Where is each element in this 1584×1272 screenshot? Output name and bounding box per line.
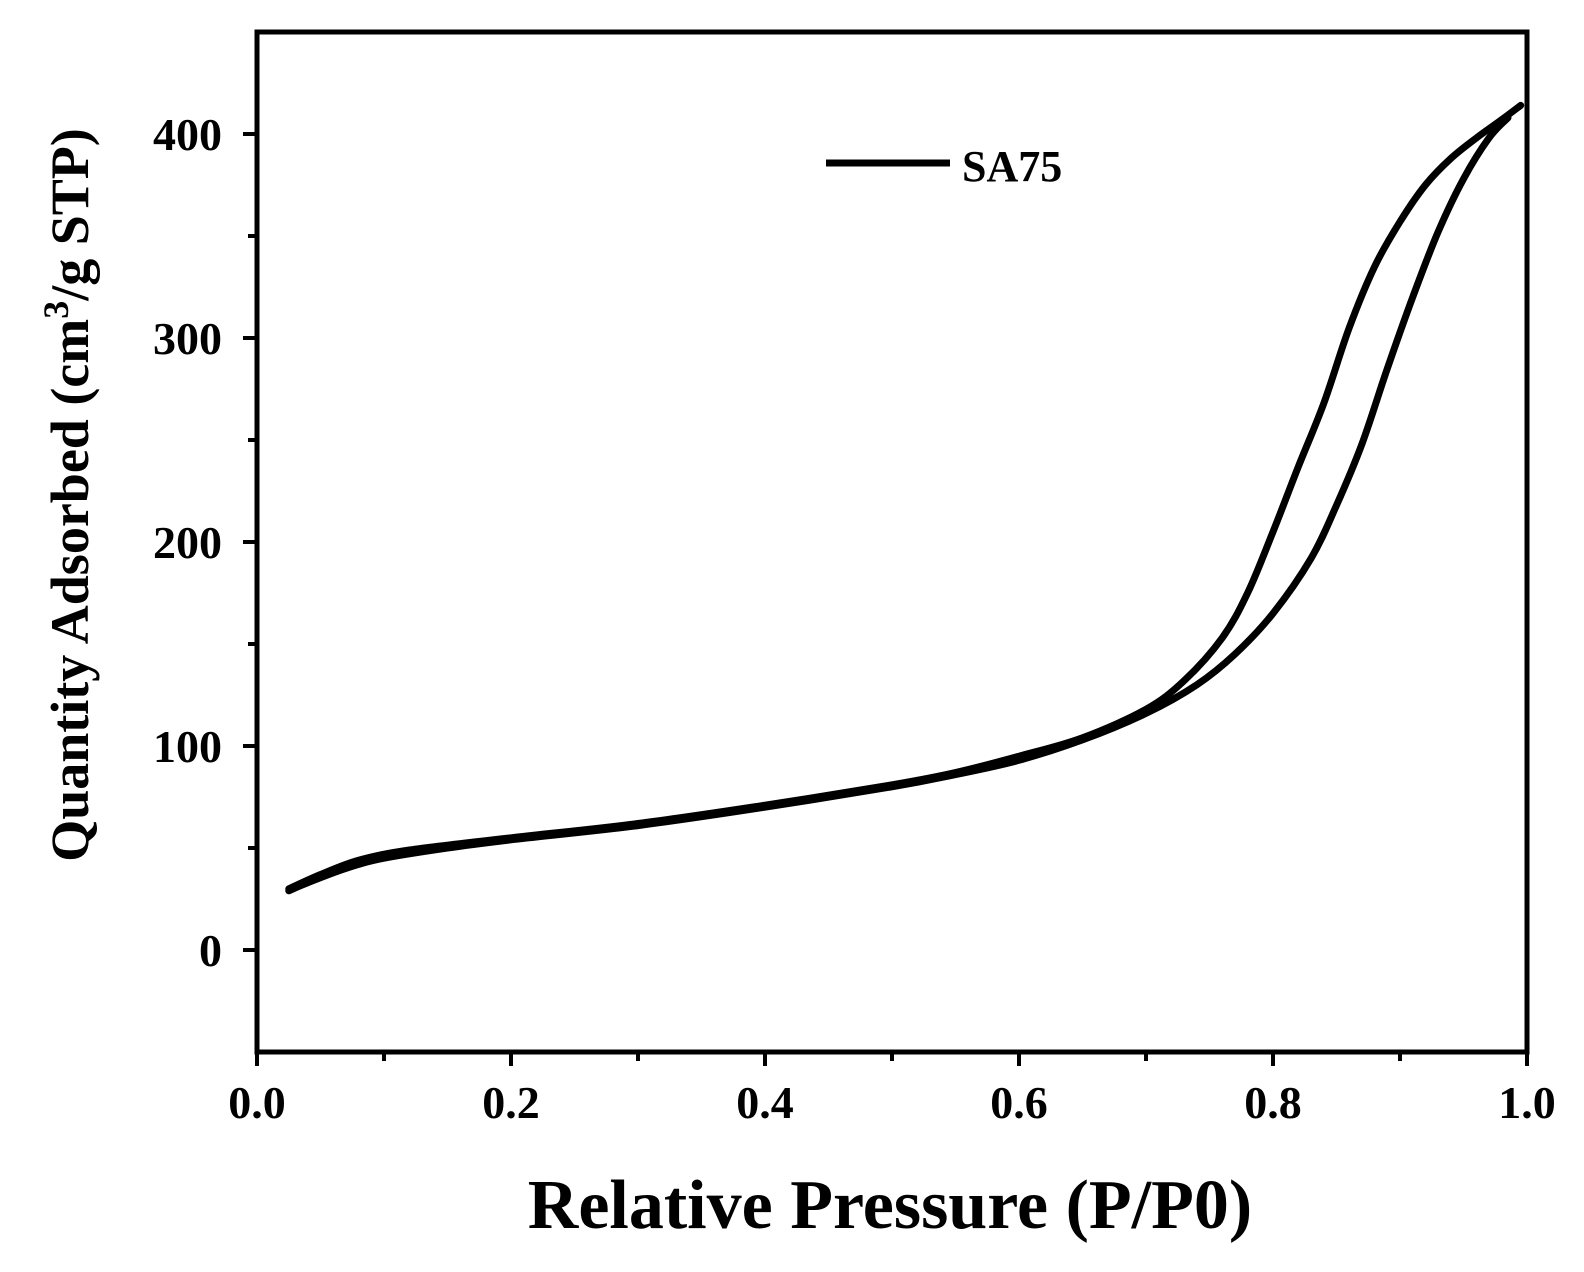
y-axis-title-superscript: 3 (36, 301, 76, 319)
y-tick-label: 200 (153, 517, 222, 568)
x-tick-label: 0.0 (228, 1077, 286, 1128)
x-tick-label: 1.0 (1498, 1077, 1556, 1128)
x-tick-label: 0.8 (1244, 1077, 1302, 1128)
y-tick-label: 300 (153, 313, 222, 364)
plot-frame (254, 29, 1530, 1055)
y-axis-title: Quantity Adsorbed (cm3/g STP) (36, 128, 100, 862)
y-tick-label: 0 (199, 925, 222, 976)
y-tick-label: 400 (153, 109, 222, 160)
series-sa75-desorption-line (285, 101, 1525, 893)
x-tick-label: 0.6 (990, 1077, 1048, 1128)
y-axis-title-part-2: /g STP) (40, 128, 100, 302)
x-tick-label: 0.4 (736, 1077, 794, 1128)
y-axis-title-part-1: Quantity Adsorbed (cm (40, 319, 100, 862)
legend: SA75 (826, 142, 1062, 191)
x-axis-title: Relative Pressure (P/P0) (528, 1167, 1252, 1244)
x-tick-label: 0.2 (482, 1077, 540, 1128)
series-group (285, 101, 1525, 895)
x-axis-ticks: 0.0 0.2 0.4 0.6 0.8 1.0 (228, 1052, 1556, 1128)
series-sa75-adsorption-line (285, 114, 1512, 895)
legend-label-sa75: SA75 (962, 142, 1062, 191)
y-tick-label: 100 (153, 721, 222, 772)
y-axis-ticks: 0 100 200 300 400 (153, 109, 257, 976)
